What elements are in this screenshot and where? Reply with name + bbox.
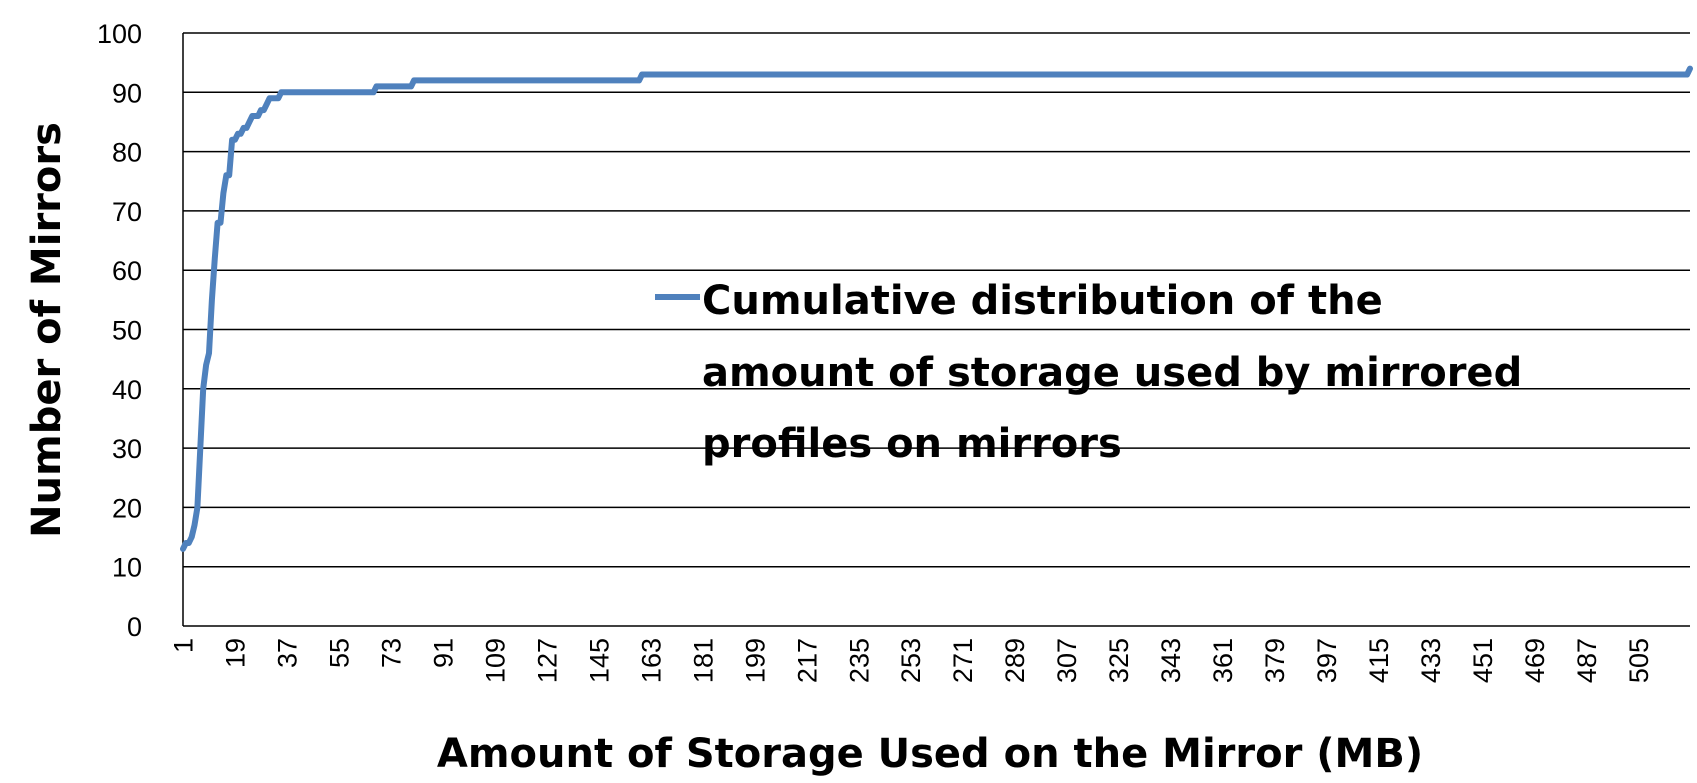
- x-tick-label-325: 325: [1104, 638, 1134, 683]
- y-tick-label-50: 50: [112, 316, 142, 346]
- x-axis-title: Amount of Storage Used on the Mirror (MB…: [437, 731, 1423, 777]
- x-tick-label-361: 361: [1208, 638, 1238, 683]
- x-tick-label-487: 487: [1572, 638, 1602, 683]
- legend-label-line-2: amount of storage used by mirrored: [702, 350, 1522, 396]
- y-tick-label-0: 0: [127, 612, 142, 642]
- x-tick-label-289: 289: [1000, 638, 1030, 683]
- x-tick-label-1: 1: [169, 638, 199, 653]
- legend: Cumulative distribution of the amount of…: [655, 278, 1522, 467]
- series-line-0: [180, 65, 1693, 552]
- y-tick-label-60: 60: [112, 256, 142, 286]
- x-tick-label-145: 145: [584, 638, 614, 683]
- x-tick-label-379: 379: [1260, 638, 1290, 683]
- x-tick-label-73: 73: [377, 638, 407, 668]
- gridlines: [183, 32, 1690, 568]
- x-tick-label-181: 181: [688, 638, 718, 683]
- legend-label-line-3: profiles on mirrors: [702, 421, 1122, 467]
- x-tick-label-199: 199: [740, 638, 770, 683]
- x-tick-label-253: 253: [896, 638, 926, 683]
- y-tick-label-90: 90: [112, 78, 142, 108]
- x-tick-label-91: 91: [429, 638, 459, 668]
- y-tick-label-10: 10: [112, 553, 142, 583]
- series-group: [180, 65, 1693, 552]
- x-tick-label-37: 37: [273, 638, 303, 668]
- legend-label-line-1: Cumulative distribution of the: [702, 278, 1383, 324]
- x-tick-label-433: 433: [1416, 638, 1446, 683]
- x-tick-label-109: 109: [481, 638, 511, 683]
- y-tick-label-70: 70: [112, 197, 142, 227]
- x-tick-label-163: 163: [636, 638, 666, 683]
- x-tick-label-55: 55: [325, 638, 355, 668]
- x-tick-label-19: 19: [221, 638, 251, 668]
- x-tick-label-235: 235: [844, 638, 874, 683]
- y-tick-label-20: 20: [112, 493, 142, 523]
- x-tick-label-307: 307: [1052, 638, 1082, 683]
- x-tick-label-469: 469: [1520, 638, 1550, 683]
- x-tick-label-271: 271: [948, 638, 978, 683]
- x-tick-labels: 1 19 37 55 73 91 109 127 145 163 181 199 217 235 253 27…: [169, 638, 1654, 683]
- y-axis-title: Number of Mirrors: [24, 122, 70, 538]
- x-tick-label-343: 343: [1156, 638, 1186, 683]
- y-tick-label-40: 40: [112, 375, 142, 405]
- x-tick-label-451: 451: [1468, 638, 1498, 683]
- x-tick-label-505: 505: [1624, 638, 1654, 683]
- y-tick-label-80: 80: [112, 138, 142, 168]
- y-tick-labels: 0 10 20 30 40 50 60 70 80 90 100: [97, 19, 142, 642]
- y-tick-label-100: 100: [97, 19, 142, 49]
- x-tick-label-127: 127: [532, 638, 562, 683]
- x-tick-label-415: 415: [1364, 638, 1394, 683]
- x-tick-label-217: 217: [792, 638, 822, 683]
- y-tick-label-30: 30: [112, 434, 142, 464]
- x-tick-label-397: 397: [1312, 638, 1342, 683]
- axes: [182, 33, 1690, 627]
